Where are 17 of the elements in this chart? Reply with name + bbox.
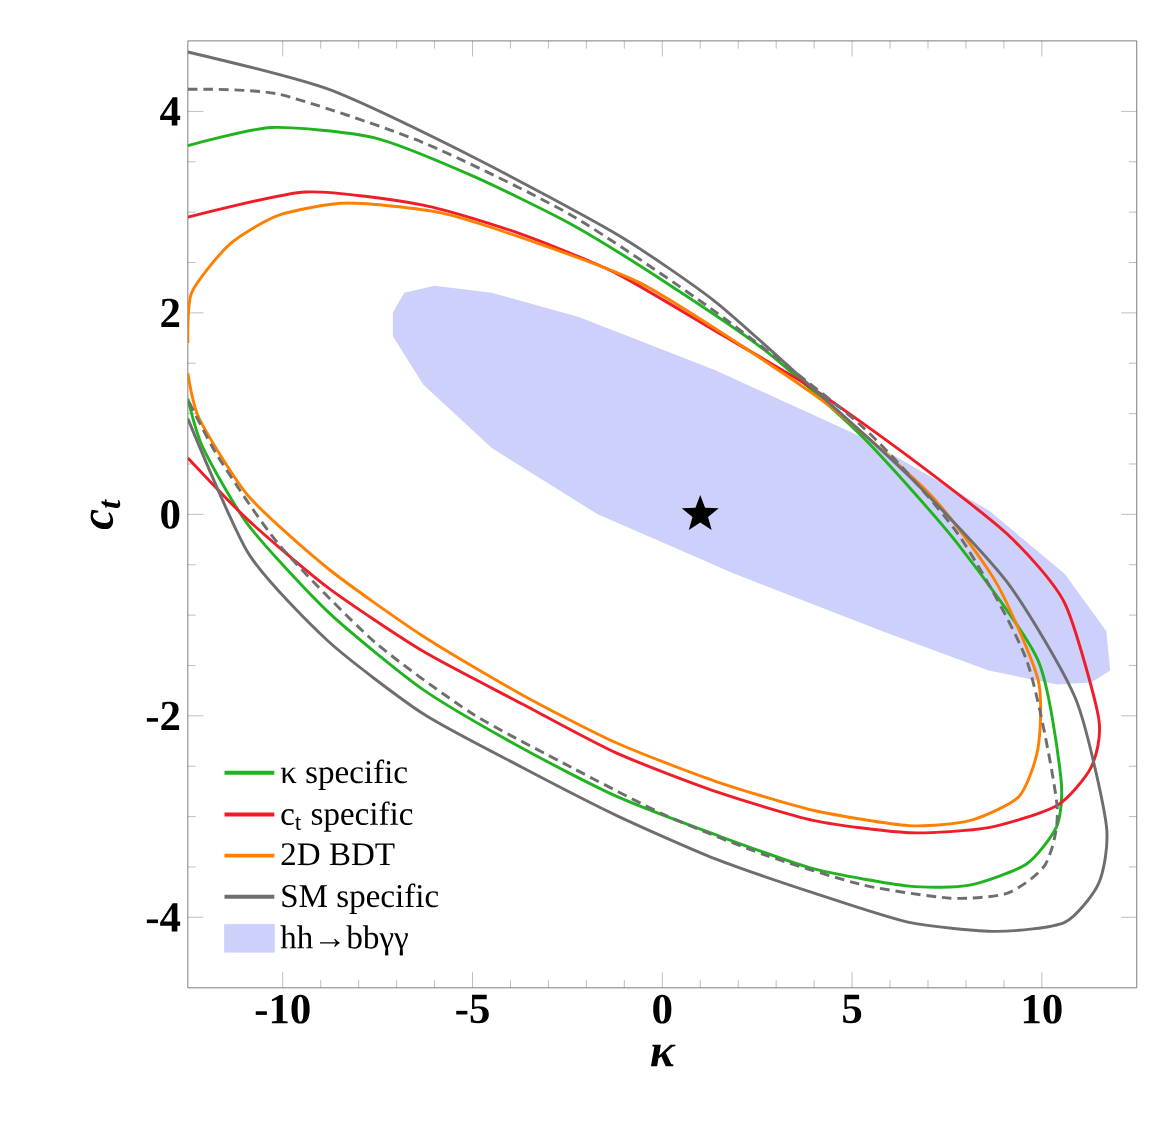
legend-label: hh→bbγγ bbox=[280, 925, 408, 956]
x-tick-label: 0 bbox=[653, 994, 672, 1024]
legend-label: 2D BDT bbox=[281, 843, 395, 866]
y-tick-label: -2 bbox=[146, 701, 180, 731]
legend-label: c$_{t}$ specific bbox=[281, 801, 413, 832]
y-tick-label: 2 bbox=[161, 298, 180, 328]
x-tick-label: -5 bbox=[456, 994, 489, 1024]
y-axis-title: c$_{t}$ bbox=[90, 499, 121, 530]
x-tick-label: 10 bbox=[1023, 994, 1062, 1024]
legend-label: SM specific bbox=[282, 883, 439, 915]
x-tick-label: -10 bbox=[255, 994, 310, 1024]
y-tick-label: 4 bbox=[160, 97, 181, 126]
legend-label: κ specific bbox=[280, 759, 408, 791]
y-tick-label: -4 bbox=[146, 903, 181, 932]
x-tick-label: 5 bbox=[843, 994, 862, 1024]
y-tick-label: 0 bbox=[161, 499, 180, 529]
x-axis-title: κ bbox=[650, 1044, 676, 1067]
